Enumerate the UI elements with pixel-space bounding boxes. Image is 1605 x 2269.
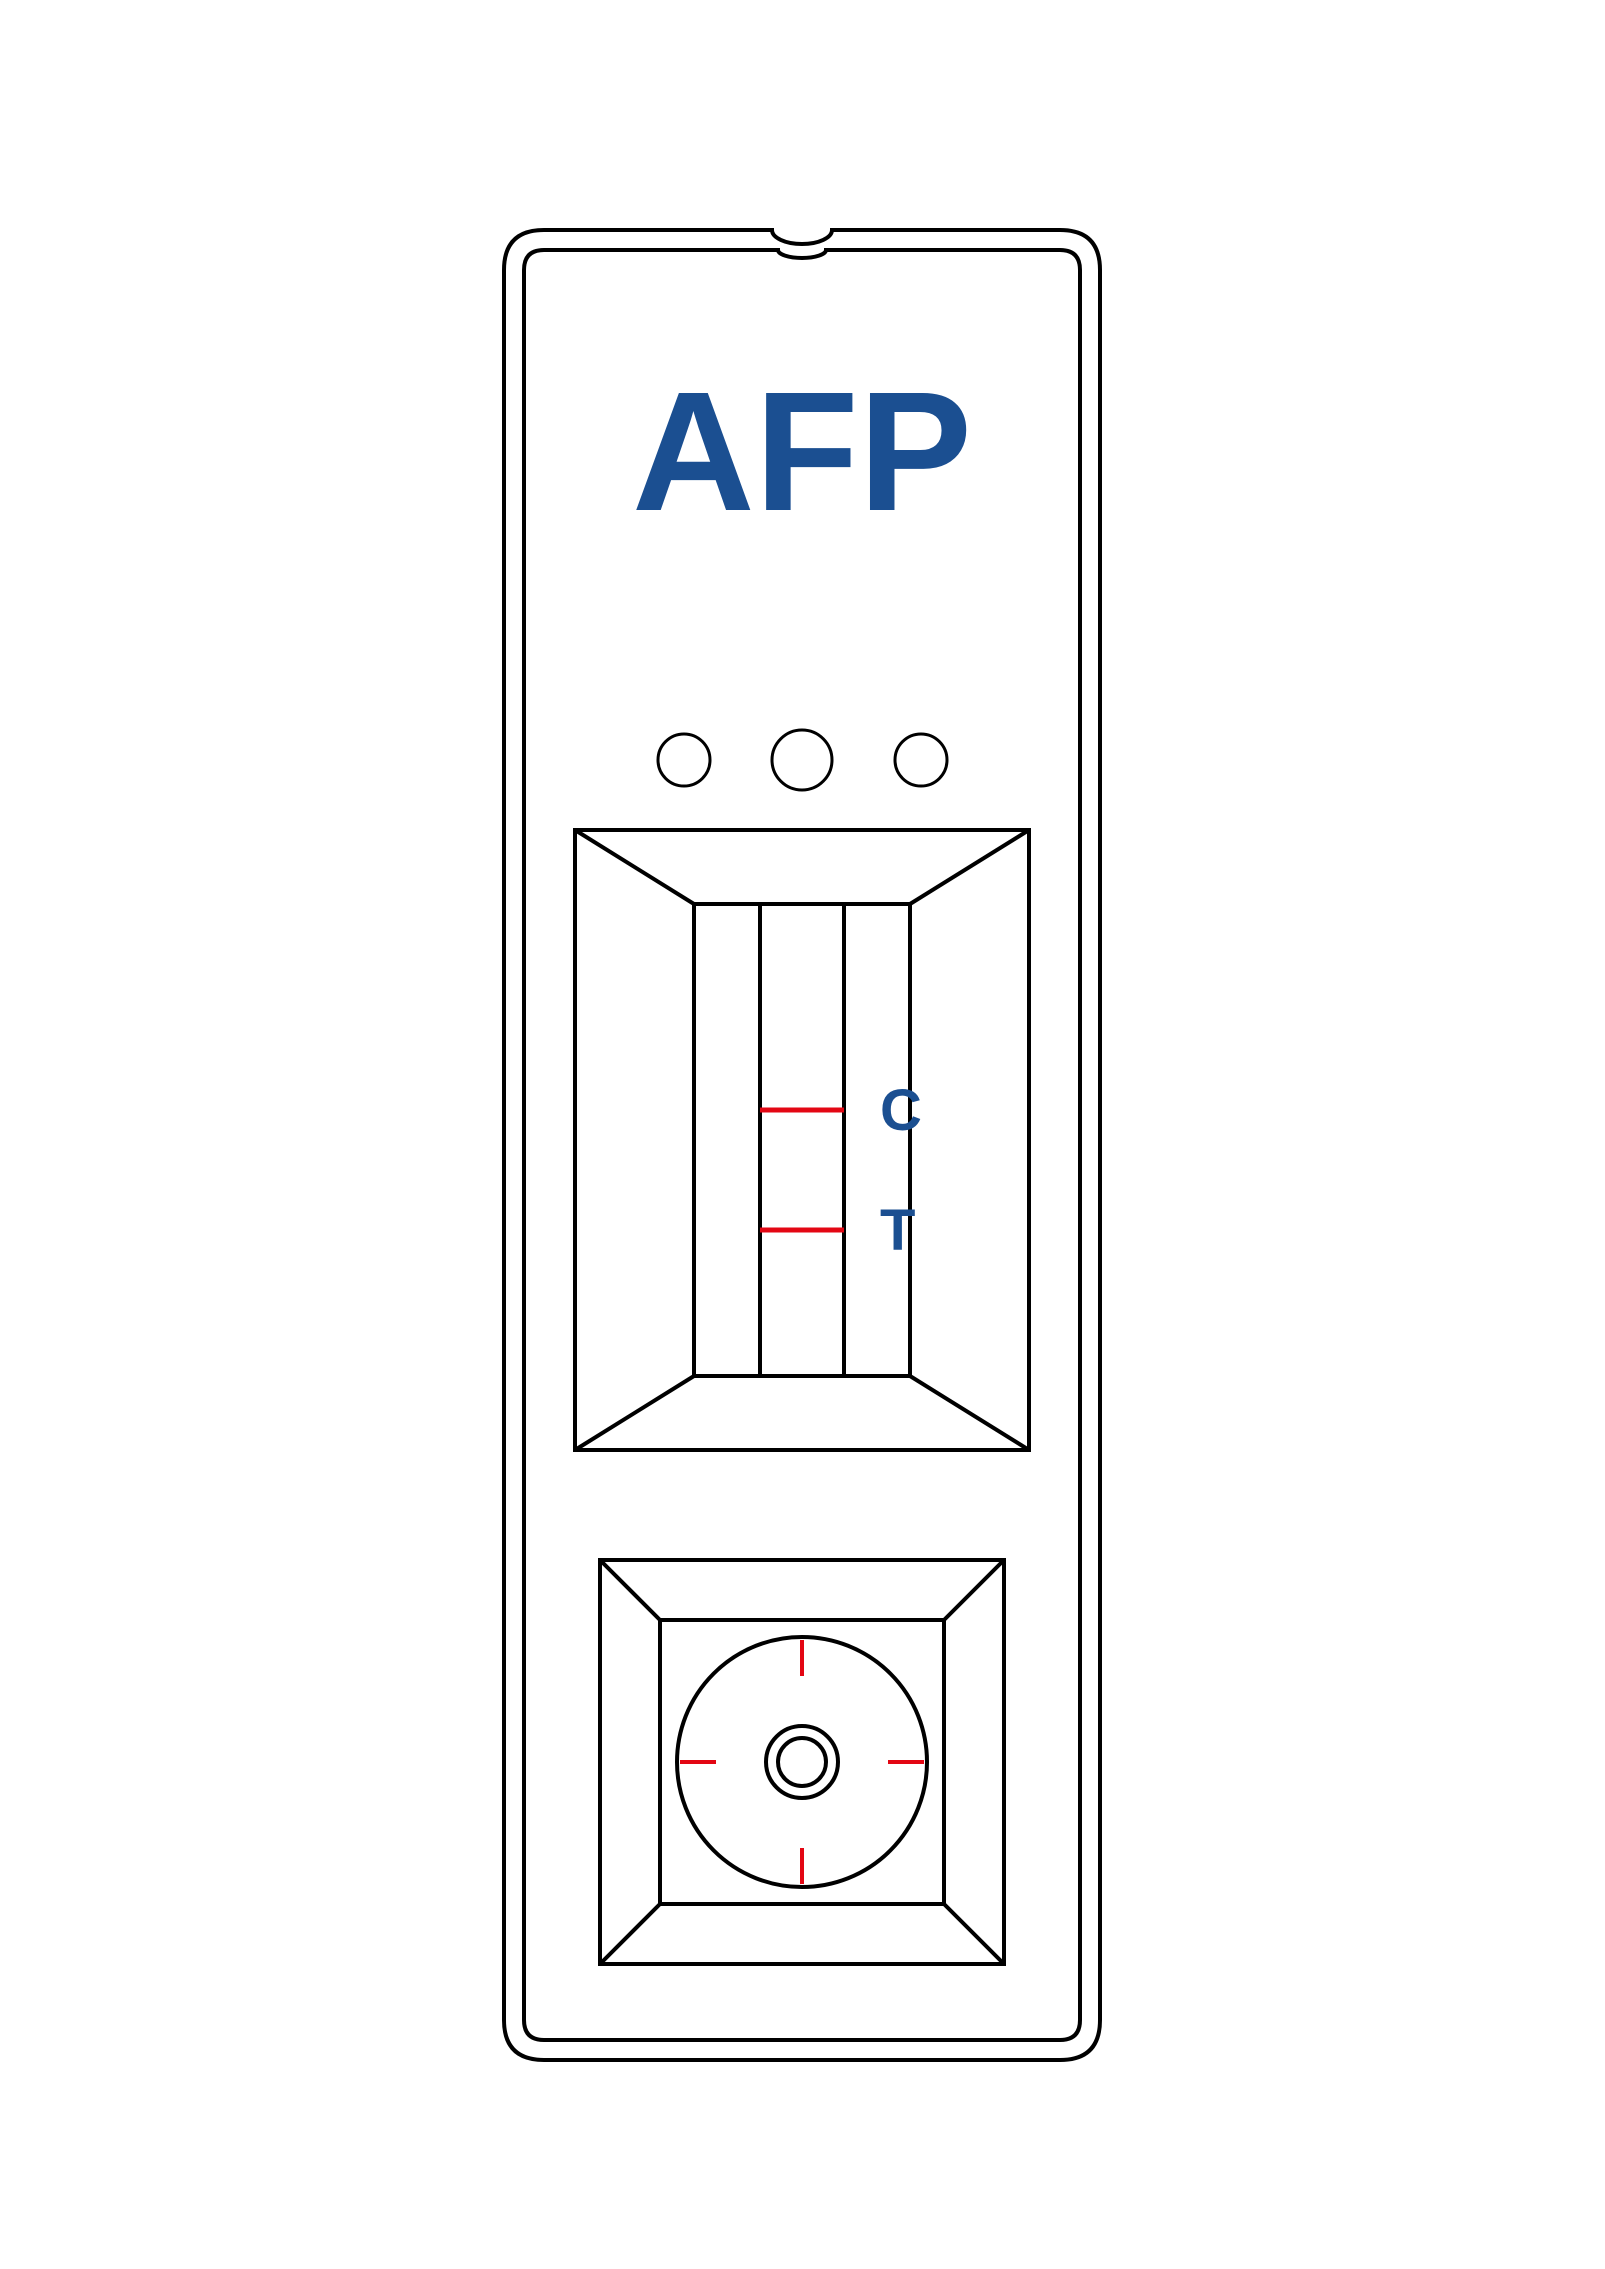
indicator-circle (772, 730, 832, 790)
bevel-line (910, 830, 1029, 904)
sample-well (600, 1560, 1004, 1964)
cassette-svg: AFP C T (0, 0, 1605, 2269)
test-title: AFP (632, 357, 972, 547)
bevel-line (910, 1376, 1029, 1450)
bevel-line (600, 1904, 660, 1964)
indicator-circle (895, 734, 947, 786)
crosshair (680, 1640, 924, 1884)
bevel-line (575, 830, 694, 904)
bevel-line (944, 1560, 1004, 1620)
test-label: T (880, 1198, 915, 1263)
indicator-circle (658, 734, 710, 786)
bevel-line (600, 1560, 660, 1620)
result-window-inner (694, 904, 910, 1376)
sample-well-hole-inner (778, 1738, 826, 1786)
diagram-canvas: AFP C T (0, 0, 1605, 2269)
result-window: C T (575, 830, 1029, 1450)
result-window-outer (575, 830, 1029, 1450)
bevel-line (575, 1376, 694, 1450)
control-label: C (880, 1078, 922, 1143)
bevel-line (944, 1904, 1004, 1964)
indicator-circles (658, 730, 947, 790)
